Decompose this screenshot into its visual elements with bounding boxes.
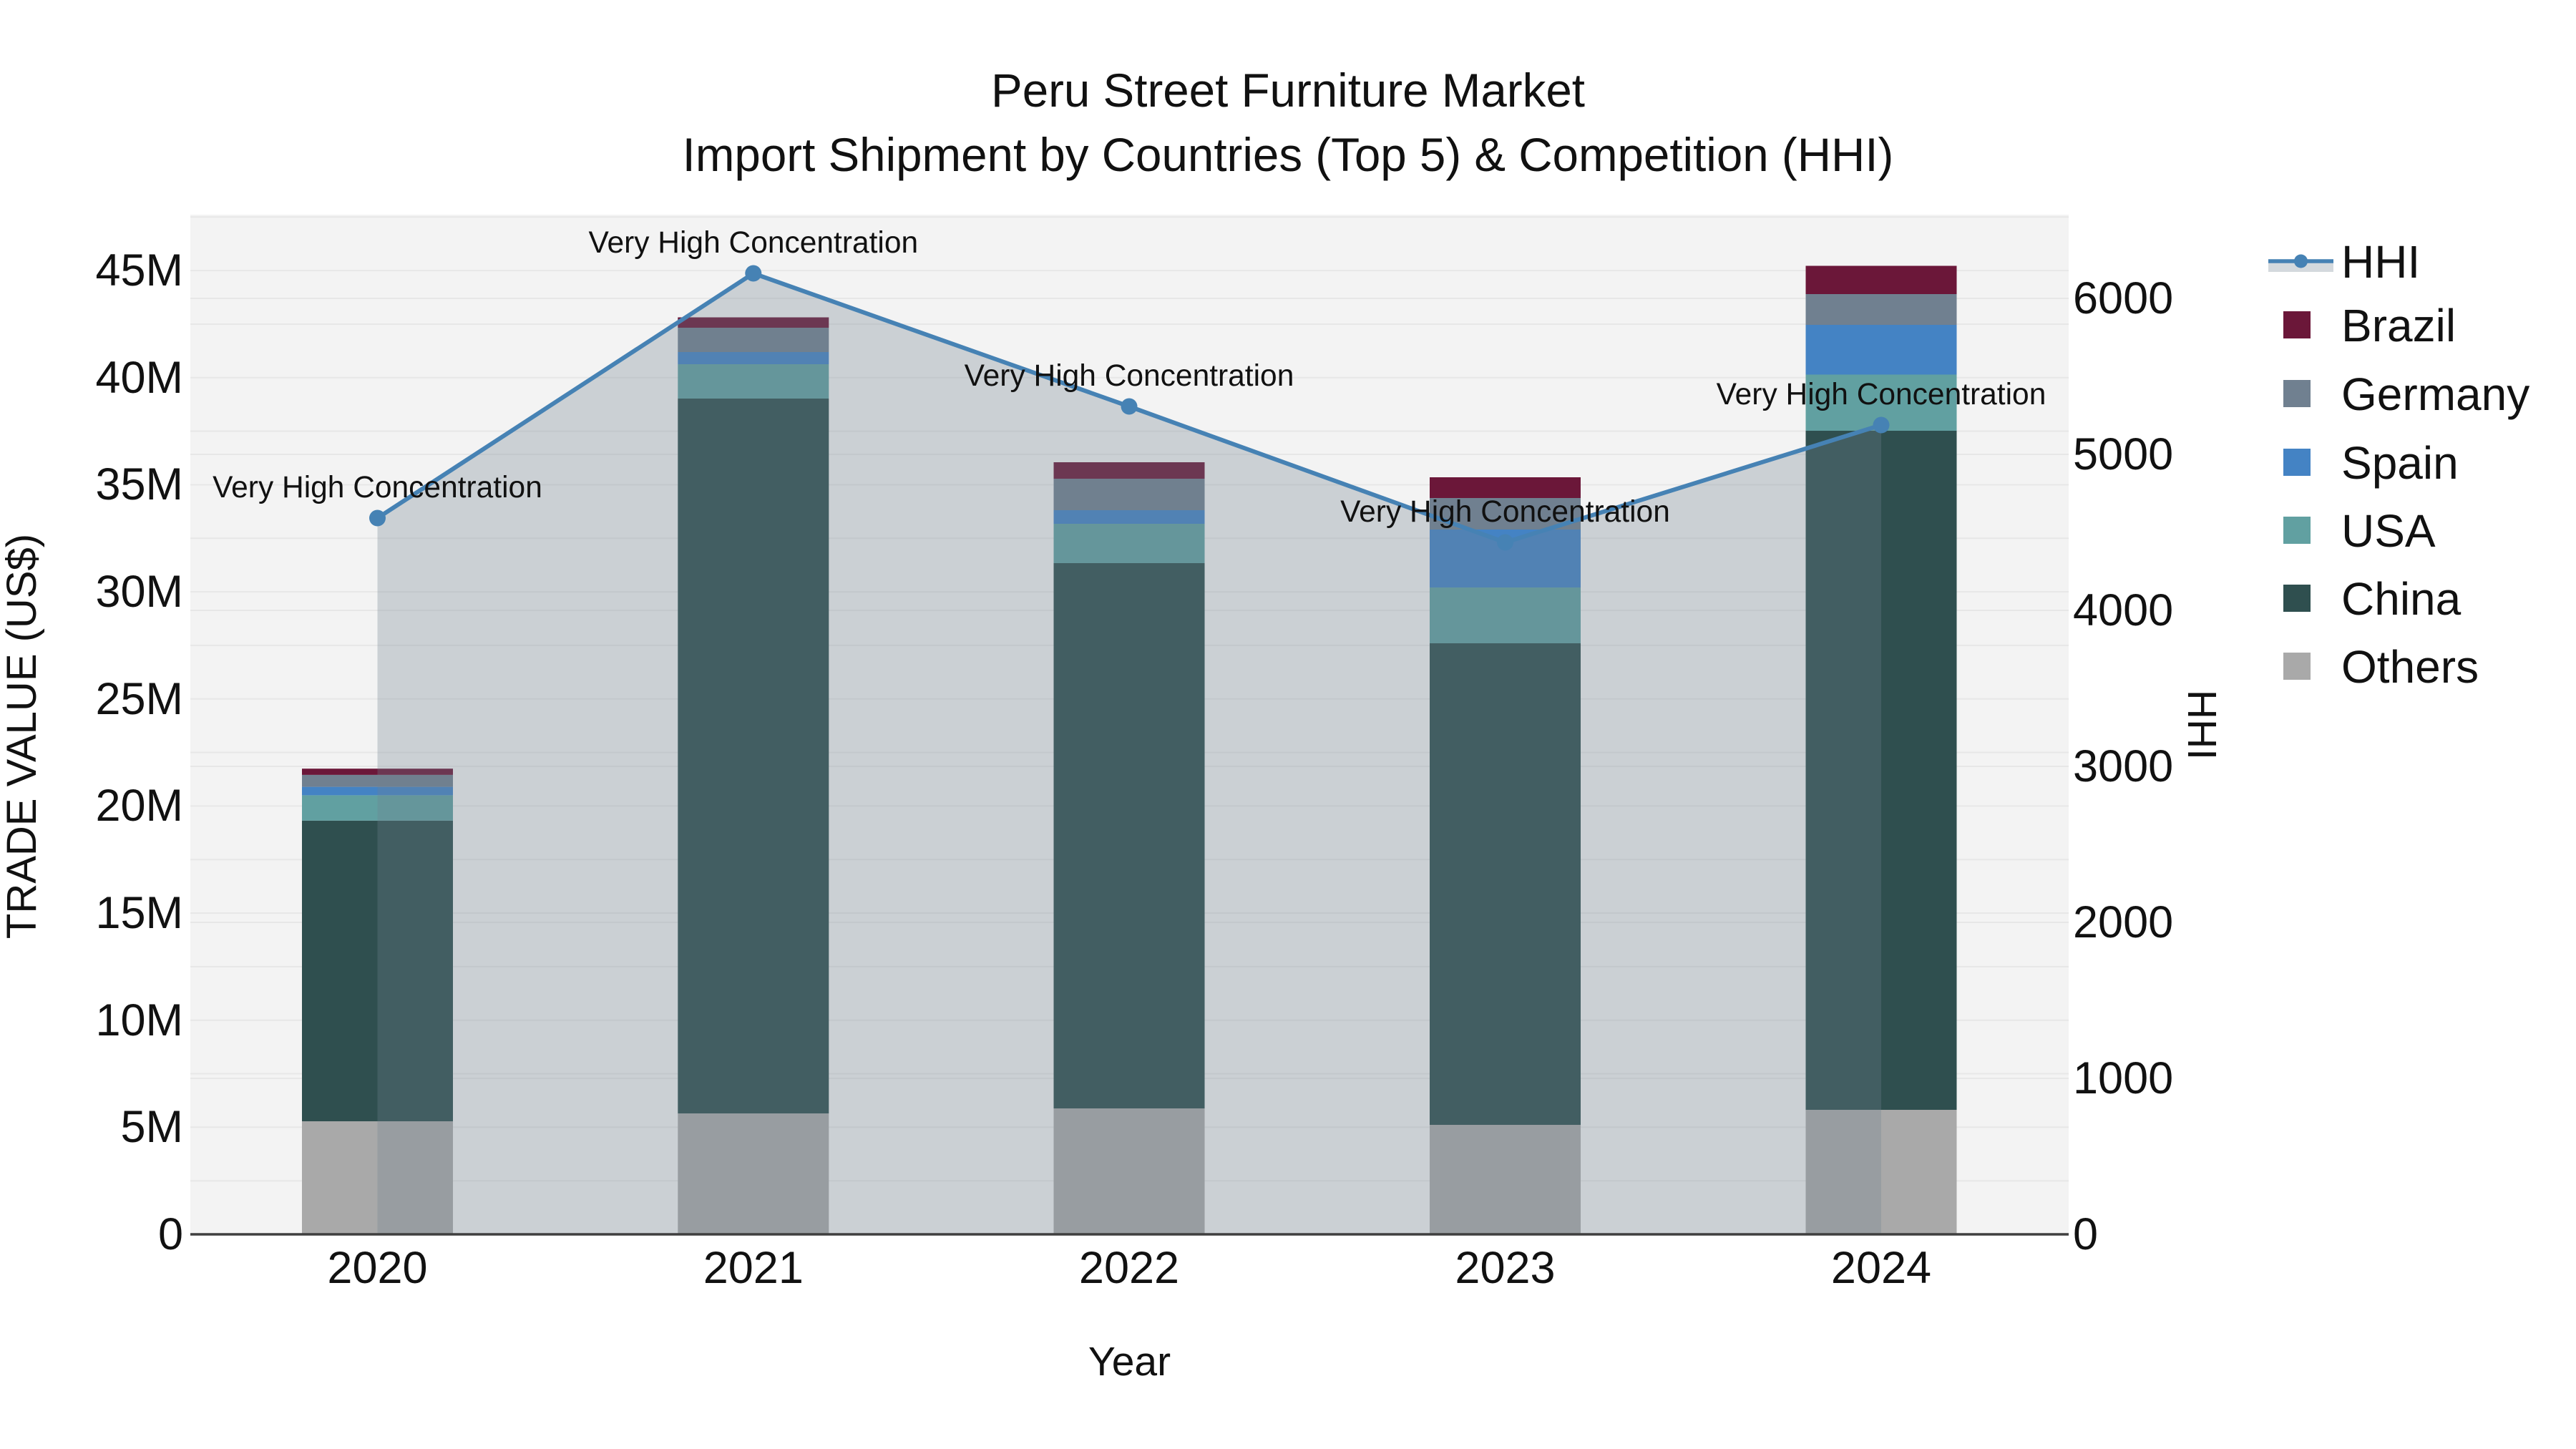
svg-text:0: 0	[2073, 1209, 2098, 1259]
svg-text:40M: 40M	[95, 353, 183, 403]
svg-text:2024: 2024	[1831, 1243, 1931, 1293]
svg-text:USA: USA	[2341, 505, 2436, 557]
svg-text:2020: 2020	[327, 1243, 427, 1293]
svg-text:1000: 1000	[2073, 1053, 2173, 1103]
svg-text:20M: 20M	[95, 781, 183, 831]
svg-text:Spain: Spain	[2341, 437, 2459, 489]
svg-text:Brazil: Brazil	[2341, 300, 2456, 351]
svg-text:Very High Concentration: Very High Concentration	[213, 471, 542, 504]
svg-text:2000: 2000	[2073, 897, 2173, 947]
svg-text:China: China	[2341, 573, 2462, 625]
svg-text:2023: 2023	[1455, 1243, 1555, 1293]
svg-text:HHI: HHI	[2341, 236, 2420, 288]
svg-text:3000: 3000	[2073, 741, 2173, 791]
svg-text:0: 0	[158, 1209, 183, 1259]
svg-text:Very High Concentration: Very High Concentration	[1340, 495, 1670, 529]
svg-text:2022: 2022	[1079, 1243, 1179, 1293]
svg-text:TRADE VALUE (US$): TRADE VALUE (US$)	[0, 534, 45, 939]
svg-text:Very High Concentration: Very High Concentration	[588, 226, 918, 260]
svg-text:Very High Concentration: Very High Concentration	[1717, 378, 2046, 411]
svg-text:5M: 5M	[120, 1102, 183, 1152]
svg-text:45M: 45M	[95, 245, 183, 296]
svg-text:25M: 25M	[95, 674, 183, 724]
svg-text:Others: Others	[2341, 641, 2479, 693]
svg-text:Germany: Germany	[2341, 369, 2529, 420]
svg-text:Import Shipment by Countries (: Import Shipment by Countries (Top 5) & C…	[683, 129, 1894, 181]
svg-text:10M: 10M	[95, 995, 183, 1045]
svg-text:6000: 6000	[2073, 273, 2173, 323]
svg-text:Very High Concentration: Very High Concentration	[965, 359, 1294, 393]
svg-text:30M: 30M	[95, 567, 183, 617]
svg-text:Year: Year	[1088, 1339, 1171, 1385]
svg-text:Peru Street Furniture Market: Peru Street Furniture Market	[991, 64, 1585, 117]
svg-text:4000: 4000	[2073, 585, 2173, 635]
svg-text:5000: 5000	[2073, 429, 2173, 479]
svg-text:35M: 35M	[95, 459, 183, 509]
svg-text:15M: 15M	[95, 888, 183, 938]
svg-text:HHI: HHI	[2179, 690, 2225, 760]
svg-text:2021: 2021	[703, 1243, 804, 1293]
